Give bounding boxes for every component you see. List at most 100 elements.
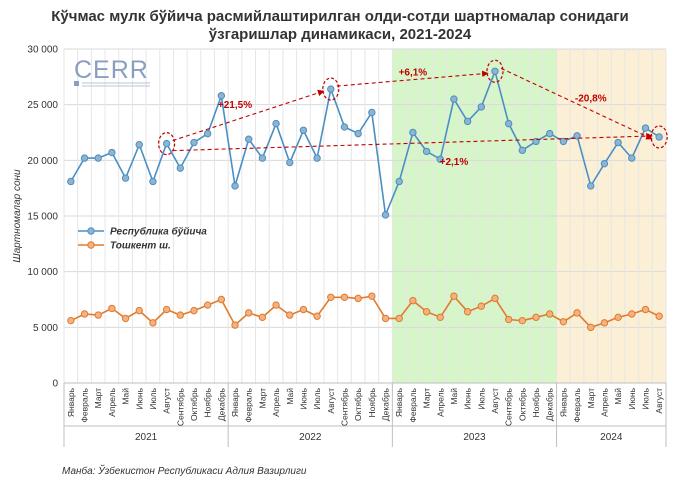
data-point-1	[600, 319, 609, 327]
data-point-0	[368, 108, 376, 117]
data-point-1	[628, 310, 636, 318]
data-point-0	[299, 126, 308, 134]
x-tick-label: Август	[162, 388, 172, 414]
annotation-label: +6,1%	[399, 68, 428, 79]
data-point-0	[409, 128, 417, 137]
highlight-circle	[486, 59, 504, 83]
x-tick-label: Сентябрь	[339, 387, 349, 426]
legend-label-1: Тошкент ш.	[110, 241, 171, 252]
data-point-1	[121, 314, 130, 323]
data-point-0	[450, 95, 458, 103]
data-point-0	[477, 103, 485, 111]
x-tick-label: Январь	[394, 387, 404, 417]
chart-title-line-2: ўзгаришлар динамикаси, 2021-2024	[208, 26, 472, 43]
data-point-0	[231, 182, 239, 190]
trend-arrow	[336, 70, 489, 87]
x-tick-label: Февраль	[244, 387, 254, 422]
y-tick-label: 5 000	[33, 323, 58, 334]
data-point-0	[258, 154, 267, 162]
x-tick-label: Июль	[148, 387, 158, 409]
annotation-label: -20,8%	[575, 93, 607, 104]
y-tick-label: 15 000	[27, 212, 58, 223]
data-point-1	[614, 313, 622, 322]
data-point-0	[176, 164, 184, 172]
data-point-1	[190, 306, 198, 315]
x-tick-label: Июль	[640, 387, 650, 409]
data-point-1	[340, 293, 349, 301]
data-point-0	[600, 159, 609, 168]
data-point-1	[436, 313, 444, 322]
x-tick-label: Март	[422, 388, 432, 408]
x-tick-label: Октябрь	[353, 387, 363, 421]
data-point-1	[368, 292, 376, 300]
data-point-1	[395, 314, 403, 323]
data-point-0	[162, 139, 171, 148]
chart-title-line-1: Кўчмас мулк бўйича расмийлаштирилган олд…	[51, 8, 629, 25]
data-point-0	[272, 119, 280, 128]
data-point-1	[504, 315, 513, 324]
data-point-0	[436, 155, 444, 163]
data-point-0	[655, 133, 663, 141]
x-tick-label: Август	[654, 388, 664, 414]
y-tick-label: 30 000	[27, 45, 58, 56]
data-point-1	[532, 313, 540, 322]
data-point-1	[176, 311, 184, 319]
x-tick-label: Май	[285, 388, 295, 405]
data-point-0	[381, 211, 390, 219]
data-point-0	[546, 129, 554, 138]
data-point-1	[354, 294, 362, 303]
data-point-0	[80, 154, 89, 162]
x-tick-label: Декабрь	[216, 387, 226, 421]
x-tick-label: Август	[326, 388, 336, 414]
year-label: 2022	[299, 432, 322, 443]
data-point-0	[614, 138, 622, 147]
x-tick-label: Январь	[66, 387, 76, 417]
data-point-1	[655, 312, 663, 320]
data-point-0	[395, 177, 403, 186]
data-point-1	[135, 306, 143, 315]
x-tick-label: Январь	[558, 387, 568, 417]
x-tick-label: Февраль	[80, 387, 90, 422]
legend-marker-1	[87, 241, 95, 249]
y-axis-label: Шартномалар сони	[12, 169, 23, 263]
x-tick-label: Май	[121, 388, 131, 405]
logo-mark	[74, 81, 79, 86]
data-point-0	[340, 123, 349, 131]
x-tick-label: Апрель	[435, 387, 445, 416]
x-tick-label: Ноябрь	[367, 387, 377, 417]
data-point-1	[450, 292, 458, 300]
source-note: Манба: Ўзбекистон Республикаси Адлия Ваз…	[62, 466, 307, 477]
x-tick-label: Май	[613, 388, 623, 405]
x-tick-label: Январь	[230, 387, 240, 417]
legend-marker-0	[87, 227, 95, 235]
logo: CERR	[74, 56, 149, 84]
data-point-0	[587, 182, 595, 190]
data-point-1	[217, 295, 226, 304]
x-tick-label: Март	[586, 388, 596, 408]
data-point-0	[327, 85, 335, 93]
trend-arrow	[172, 89, 325, 142]
data-point-1	[477, 302, 485, 310]
data-point-1	[67, 316, 75, 325]
y-tick-label: 20 000	[27, 156, 58, 167]
data-point-0	[491, 67, 499, 75]
data-point-0	[135, 141, 143, 149]
x-tick-label: Октябрь	[189, 387, 199, 421]
data-point-1	[327, 293, 335, 301]
year-label: 2021	[135, 432, 158, 443]
data-point-1	[94, 311, 102, 319]
data-point-0	[108, 148, 116, 157]
data-point-0	[217, 92, 226, 100]
y-tick-label: 10 000	[27, 267, 58, 278]
data-point-0	[149, 177, 157, 186]
data-point-0	[67, 177, 75, 186]
data-point-1	[641, 305, 650, 314]
x-tick-label: Июль	[312, 387, 322, 409]
data-point-0	[422, 147, 431, 156]
data-point-1	[463, 308, 472, 316]
x-tick-label: Март	[257, 388, 267, 408]
annotation-label: +2,1%	[440, 157, 469, 168]
data-point-0	[573, 132, 581, 140]
